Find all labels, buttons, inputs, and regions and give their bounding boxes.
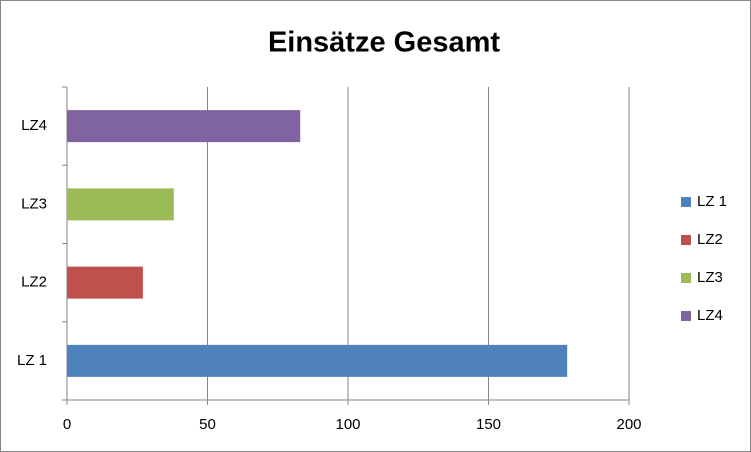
legend-label: LZ2 — [697, 231, 723, 248]
legend-swatch — [681, 235, 691, 245]
legend-label: LZ 1 — [697, 193, 727, 210]
y-tick-label: LZ 1 — [17, 352, 47, 369]
bar — [67, 266, 143, 299]
x-tick-label: 100 — [335, 416, 360, 433]
bar — [67, 344, 568, 377]
y-tick-label: LZ4 — [21, 117, 47, 134]
x-tick-label: 150 — [476, 416, 501, 433]
x-tick-label: 50 — [199, 416, 216, 433]
legend-swatch — [681, 273, 691, 283]
legend-swatch — [681, 311, 691, 321]
bar — [67, 188, 174, 221]
y-tick-label: LZ3 — [21, 195, 47, 212]
x-tick-label: 200 — [616, 416, 641, 433]
y-tick-label: LZ2 — [21, 274, 47, 291]
x-tick-label: 0 — [63, 416, 71, 433]
chart-title: Einsätze Gesamt — [268, 27, 500, 59]
bar — [67, 110, 301, 143]
legend-swatch — [681, 197, 691, 207]
legend-label: LZ4 — [697, 307, 723, 324]
legend-label: LZ3 — [697, 269, 723, 286]
